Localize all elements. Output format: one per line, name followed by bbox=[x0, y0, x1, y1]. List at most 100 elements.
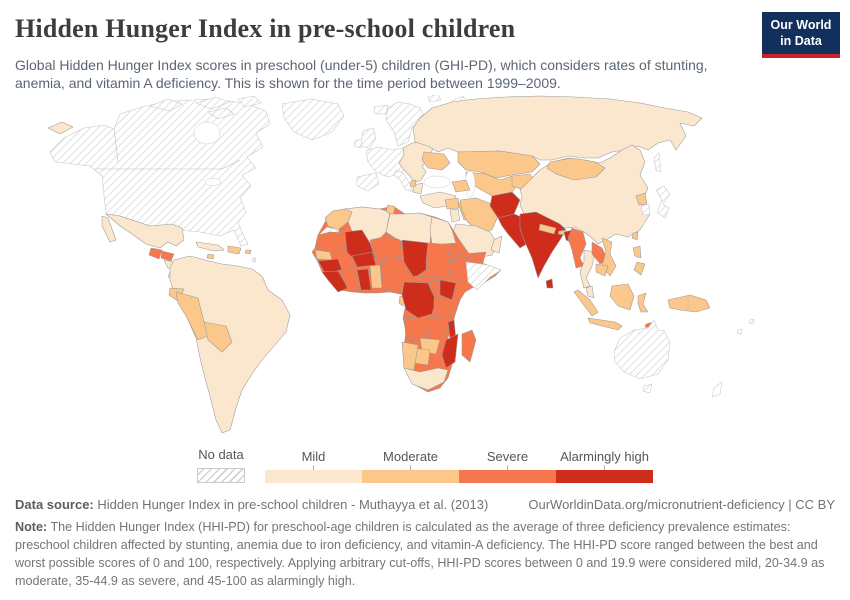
country-cambodia[interactable] bbox=[595, 263, 609, 277]
country-greenland[interactable] bbox=[281, 98, 345, 141]
country-togo-benin[interactable] bbox=[369, 264, 383, 289]
country-cote-divoire[interactable] bbox=[339, 267, 361, 291]
country-angola[interactable] bbox=[403, 317, 431, 341]
country-ghana[interactable] bbox=[356, 268, 372, 291]
country-levant[interactable] bbox=[449, 208, 461, 223]
country-ireland[interactable] bbox=[353, 138, 363, 149]
legend-segment-alarmingly-high[interactable]: Alarmingly high bbox=[556, 449, 653, 483]
map-legend: No data Mild Moderate Severe Alarmingly … bbox=[197, 447, 653, 483]
country-canada-usa[interactable] bbox=[49, 98, 271, 247]
country-cuba[interactable] bbox=[195, 241, 225, 252]
country-kazakhstan[interactable] bbox=[457, 150, 541, 179]
great-lakes bbox=[204, 178, 222, 186]
country-mexico[interactable] bbox=[105, 213, 185, 249]
country-puerto-rico[interactable] bbox=[244, 249, 252, 255]
country-arctic-island[interactable] bbox=[207, 107, 235, 120]
country-madagascar[interactable] bbox=[461, 329, 477, 363]
country-drc[interactable] bbox=[401, 281, 437, 319]
country-south-america[interactable] bbox=[169, 255, 291, 434]
country-sulawesi[interactable] bbox=[637, 292, 649, 313]
country-taiwan[interactable] bbox=[631, 231, 639, 241]
country-chad[interactable] bbox=[401, 239, 429, 279]
country-niger[interactable] bbox=[369, 235, 403, 261]
country-guatemala[interactable] bbox=[148, 247, 163, 260]
country-oman[interactable] bbox=[490, 235, 503, 254]
country-albania[interactable] bbox=[409, 179, 417, 188]
country-mexico-baja[interactable] bbox=[101, 215, 117, 243]
country-somalia[interactable] bbox=[465, 261, 502, 291]
country-south-africa[interactable] bbox=[403, 367, 449, 391]
country-peru[interactable] bbox=[175, 291, 209, 341]
data-source-label: Data source: bbox=[15, 497, 94, 512]
country-uganda[interactable] bbox=[429, 279, 441, 291]
attribution: OurWorldinData.org/micronutrient-deficie… bbox=[528, 497, 835, 512]
country-myanmar[interactable] bbox=[567, 227, 587, 269]
country-sudan[interactable] bbox=[425, 242, 457, 279]
country-new-guinea[interactable] bbox=[667, 294, 711, 313]
country-eritrea-djibouti[interactable] bbox=[447, 251, 471, 261]
country-iceland[interactable] bbox=[373, 104, 389, 115]
country-hispaniola[interactable] bbox=[227, 245, 242, 255]
country-thailand[interactable] bbox=[579, 249, 596, 289]
country-new-zealand[interactable] bbox=[711, 381, 723, 398]
country-tanzania[interactable] bbox=[433, 297, 455, 319]
note-text: The Hidden Hunger Index (HHI-PD) for pre… bbox=[15, 520, 825, 588]
us-canada-border bbox=[95, 159, 241, 170]
country-mauritania[interactable] bbox=[314, 231, 348, 253]
country-greece[interactable] bbox=[412, 182, 424, 195]
license-link[interactable]: CC BY bbox=[795, 497, 835, 512]
country-syria[interactable] bbox=[444, 197, 460, 210]
country-namibia[interactable] bbox=[401, 341, 419, 371]
legend-swatch-mild bbox=[265, 470, 362, 483]
owid-url-link[interactable]: OurWorldinData.org/micronutrient-deficie… bbox=[528, 497, 785, 512]
owid-logo-line1: Our World bbox=[770, 18, 832, 32]
country-arctic-island[interactable] bbox=[237, 95, 262, 108]
country-sumatra[interactable] bbox=[573, 289, 599, 317]
country-russia-far-east[interactable] bbox=[47, 121, 74, 135]
country-italy[interactable] bbox=[393, 169, 414, 193]
country-philippines-luzon[interactable] bbox=[632, 245, 642, 259]
country-north-korea[interactable] bbox=[635, 192, 648, 206]
country-jamaica[interactable] bbox=[206, 253, 215, 260]
note-label: Note: bbox=[15, 520, 48, 534]
country-burkina-faso[interactable] bbox=[351, 251, 377, 268]
country-sri-lanka[interactable] bbox=[545, 278, 554, 289]
country-egypt[interactable] bbox=[429, 216, 457, 246]
country-sakhalin[interactable] bbox=[653, 152, 662, 173]
country-zambia[interactable] bbox=[427, 317, 451, 339]
country-pacific-island[interactable] bbox=[748, 318, 755, 325]
country-mongolia[interactable] bbox=[546, 157, 606, 181]
country-australia[interactable] bbox=[613, 319, 671, 380]
country-svalbard[interactable] bbox=[427, 95, 442, 103]
country-caucasus[interactable] bbox=[451, 179, 471, 193]
legend-segment-moderate[interactable]: Moderate bbox=[362, 449, 459, 483]
country-philippines-mindanao[interactable] bbox=[633, 261, 646, 276]
country-iran[interactable] bbox=[459, 197, 499, 233]
country-bolivia[interactable] bbox=[203, 321, 233, 353]
country-united-kingdom[interactable] bbox=[360, 127, 377, 150]
country-iberia[interactable] bbox=[356, 172, 380, 192]
country-honduras[interactable] bbox=[160, 250, 175, 262]
country-malay-peninsula[interactable] bbox=[585, 285, 595, 299]
owid-logo[interactable]: Our World in Data bbox=[762, 12, 840, 59]
country-mozambique[interactable] bbox=[441, 333, 459, 369]
legend-segment-mild[interactable]: Mild bbox=[265, 449, 362, 483]
country-russia[interactable] bbox=[412, 95, 703, 161]
country-lesser-antilles[interactable] bbox=[251, 257, 257, 263]
country-tasmania[interactable] bbox=[642, 383, 653, 394]
country-java[interactable] bbox=[587, 317, 623, 331]
country-sierra-leone-liberia[interactable] bbox=[321, 270, 349, 293]
country-south-korea[interactable] bbox=[640, 203, 651, 216]
country-nigeria[interactable] bbox=[379, 257, 409, 293]
country-pacific-island[interactable] bbox=[736, 328, 743, 335]
country-borneo[interactable] bbox=[609, 283, 635, 311]
country-arctic-island[interactable] bbox=[195, 96, 231, 110]
country-nepal[interactable] bbox=[538, 223, 557, 235]
country-ukraine[interactable] bbox=[421, 151, 451, 171]
country-japan[interactable] bbox=[655, 185, 671, 219]
legend-segment-severe[interactable]: Severe bbox=[459, 449, 556, 483]
legend-no-data[interactable]: No data bbox=[197, 447, 245, 483]
legend-swatch-severe bbox=[459, 470, 556, 483]
country-arctic-island[interactable] bbox=[149, 98, 183, 112]
